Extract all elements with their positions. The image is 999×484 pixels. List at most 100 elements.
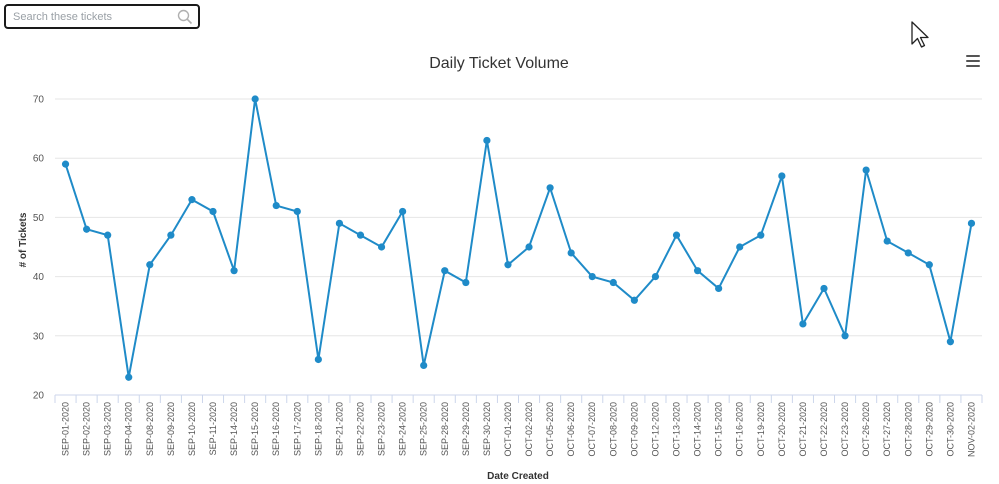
x-tick-label: OCT-01-2020 (503, 402, 513, 457)
data-point[interactable] (230, 267, 238, 275)
x-tick-label: SEP-09-2020 (166, 402, 176, 456)
search-box[interactable] (4, 4, 200, 29)
x-tick-label: SEP-03-2020 (103, 402, 113, 456)
x-tick-label: SEP-14-2020 (229, 402, 239, 456)
y-axis-ticks: 20 30 40 50 60 70 (33, 95, 45, 402)
x-tick-label: SEP-30-2020 (482, 402, 492, 456)
x-tick-label: SEP-16-2020 (271, 402, 281, 456)
x-tick-label: OCT-20-2020 (777, 402, 787, 457)
data-point[interactable] (841, 332, 849, 340)
data-point[interactable] (883, 237, 891, 245)
data-point[interactable] (104, 231, 112, 239)
data-point[interactable] (588, 273, 596, 281)
data-point[interactable] (946, 338, 954, 346)
x-tick-label: OCT-27-2020 (882, 402, 892, 457)
data-point[interactable] (83, 225, 91, 233)
data-point[interactable] (399, 207, 407, 216)
x-tick-label: OCT-08-2020 (608, 402, 618, 457)
x-tick-label: OCT-14-2020 (693, 402, 703, 457)
data-point[interactable] (146, 261, 154, 269)
data-point[interactable] (483, 136, 491, 145)
series-points (61, 95, 976, 381)
data-point[interactable] (504, 261, 512, 269)
data-point[interactable] (272, 201, 280, 210)
data-point[interactable] (314, 355, 322, 364)
x-tick-label: OCT-15-2020 (714, 402, 724, 457)
data-point[interactable] (420, 361, 428, 369)
x-tick-label: SEP-10-2020 (187, 402, 197, 456)
x-tick-label: OCT-21-2020 (798, 402, 808, 457)
x-tick-label: SEP-18-2020 (313, 402, 323, 456)
data-point[interactable] (693, 267, 702, 275)
x-tick-label: SEP-21-2020 (334, 402, 344, 456)
x-tick-label: OCT-12-2020 (650, 402, 660, 457)
data-point[interactable] (462, 278, 470, 287)
x-tick-label: OCT-26-2020 (861, 402, 871, 457)
data-point[interactable] (125, 373, 133, 381)
chart-title: Daily Ticket Volume (429, 55, 569, 72)
data-point[interactable] (651, 273, 660, 281)
x-tick-label: SEP-17-2020 (292, 402, 302, 456)
x-tick-label: OCT-16-2020 (735, 402, 745, 457)
search-input[interactable] (13, 9, 173, 25)
y-tick-label: 70 (33, 95, 45, 106)
series-line (64, 98, 973, 378)
data-point[interactable] (335, 219, 344, 227)
data-point[interactable] (567, 249, 575, 257)
gridlines (55, 98, 982, 337)
data-point[interactable] (188, 196, 196, 204)
data-point[interactable] (820, 284, 828, 293)
x-tick-label: OCT-23-2020 (840, 402, 850, 457)
x-tick-label: NOV-02-2020 (966, 402, 976, 457)
x-tick-label: OCT-19-2020 (756, 402, 766, 457)
x-tick-label: SEP-22-2020 (355, 402, 365, 456)
data-point[interactable] (925, 261, 933, 269)
y-tick-label: 30 (33, 331, 45, 342)
y-tick-label: 40 (33, 272, 45, 283)
data-point[interactable] (356, 231, 365, 239)
data-point[interactable] (778, 172, 786, 180)
x-tick-label: SEP-02-2020 (82, 402, 92, 456)
mouse-cursor-icon (911, 21, 929, 48)
x-tick-label: OCT-02-2020 (524, 402, 534, 457)
data-point[interactable] (441, 267, 449, 275)
x-tick-label: SEP-29-2020 (461, 402, 471, 456)
data-point[interactable] (630, 296, 638, 304)
x-axis-ticks: SEP-01-2020 SEP-02-2020 SEP-03-2020 SEP-04-… (54, 395, 983, 457)
y-axis-label: # of Tickets (18, 212, 29, 267)
data-point[interactable] (799, 320, 807, 328)
data-point[interactable] (609, 278, 617, 287)
x-tick-label: SEP-11-2020 (208, 402, 218, 455)
x-tick-label: SEP-28-2020 (440, 402, 450, 456)
y-tick-label: 50 (33, 213, 45, 224)
data-point[interactable] (862, 166, 870, 174)
data-point[interactable] (293, 207, 301, 216)
data-point[interactable] (209, 207, 217, 216)
data-point[interactable] (251, 95, 259, 103)
x-axis-label: Date Created (487, 471, 549, 482)
data-point[interactable] (377, 243, 386, 251)
hamburger-menu-icon[interactable] (966, 55, 980, 67)
search-icon[interactable] (177, 9, 193, 25)
data-point[interactable] (672, 231, 681, 239)
data-point[interactable] (525, 243, 533, 251)
data-point[interactable] (904, 249, 912, 257)
x-tick-label: SEP-04-2020 (124, 402, 134, 456)
x-tick-label: SEP-15-2020 (250, 402, 260, 456)
data-point[interactable] (546, 184, 554, 192)
x-tick-label: SEP-08-2020 (145, 402, 155, 456)
y-tick-label: 60 (33, 154, 45, 165)
data-point[interactable] (61, 160, 70, 168)
x-tick-label: SEP-24-2020 (398, 402, 408, 456)
data-point[interactable] (967, 219, 976, 227)
x-tick-label: OCT-29-2020 (924, 402, 934, 457)
x-tick-label: OCT-05-2020 (545, 402, 555, 457)
data-point[interactable] (757, 231, 765, 239)
x-tick-label: SEP-01-2020 (61, 402, 71, 456)
data-point[interactable] (736, 243, 744, 251)
y-tick-label: 20 (33, 391, 45, 402)
data-point[interactable] (715, 284, 723, 293)
data-point[interactable] (167, 231, 175, 239)
x-tick-label: OCT-30-2020 (945, 402, 955, 457)
x-tick-label: OCT-06-2020 (566, 402, 576, 457)
